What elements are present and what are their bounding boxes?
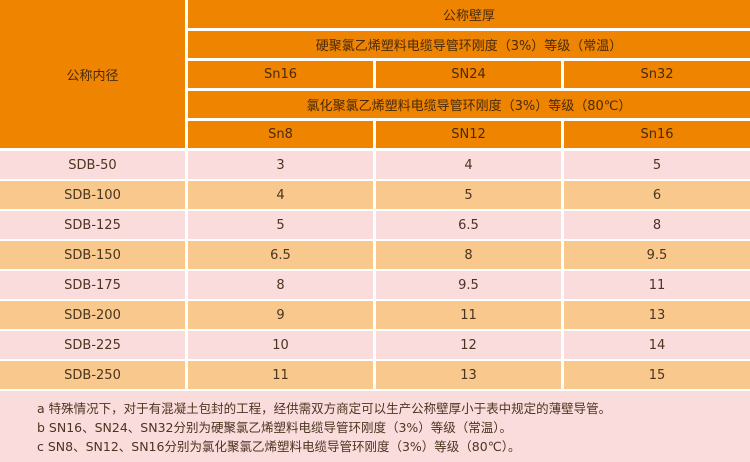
note-a: a 特殊情况下，对于有混凝土包封的工程，经供需双方商定可以生产公称壁厚小于表中规…	[37, 401, 612, 416]
row-label: SDB-225	[0, 331, 185, 359]
table-cell: 12	[376, 331, 561, 359]
table-cell: 11	[564, 271, 750, 299]
table-cell: 8	[564, 211, 750, 239]
header-col: Sn8	[188, 121, 373, 148]
table-cell: 11	[376, 301, 561, 329]
table-cell: 4	[188, 181, 373, 209]
table-cell: 5	[376, 181, 561, 209]
table-cell: 5	[564, 151, 750, 179]
header-group2: 氯化聚氯乙烯塑料电缆导管环刚度（3%）等级（80℃）	[188, 91, 750, 118]
table-cell: 13	[564, 301, 750, 329]
table-cell: 8	[188, 271, 373, 299]
row-label: SDB-150	[0, 241, 185, 269]
table-cell: 13	[376, 361, 561, 389]
note-b: b SN16、SN24、SN32分别为硬聚氯乙烯塑料电缆导管环刚度（3%）等级（…	[37, 420, 513, 435]
table-cell: 6	[564, 181, 750, 209]
table-cell: 15	[564, 361, 750, 389]
table-cell: 6.5	[188, 241, 373, 269]
table-cell: 3	[188, 151, 373, 179]
table-cell: 6.5	[376, 211, 561, 239]
table-cell: 14	[564, 331, 750, 359]
table-cell: 9	[188, 301, 373, 329]
table-cell: 10	[188, 331, 373, 359]
header-nominal-diameter: 公称内径	[0, 0, 185, 148]
row-label: SDB-250	[0, 361, 185, 389]
note-c: c SN8、SN12、SN16分别为氯化聚氯乙烯塑料电缆导管环刚度（3%）等级（…	[37, 439, 521, 454]
header-col: SN12	[376, 121, 561, 148]
row-label: SDB-50	[0, 151, 185, 179]
table-cell: 9.5	[564, 241, 750, 269]
header-col: Sn32	[564, 61, 750, 88]
table-cell: 5	[188, 211, 373, 239]
row-label: SDB-100	[0, 181, 185, 209]
table-cell: 11	[188, 361, 373, 389]
notes: a 特殊情况下，对于有混凝土包封的工程，经供需双方商定可以生产公称壁厚小于表中规…	[0, 391, 750, 462]
header-wall-thickness: 公称壁厚	[188, 0, 750, 28]
header-col: SN24	[376, 61, 561, 88]
row-label: SDB-125	[0, 211, 185, 239]
table-cell: 4	[376, 151, 561, 179]
header-group1: 硬聚氯乙烯塑料电缆导管环刚度（3%）等级（常温）	[188, 31, 750, 58]
header-col: Sn16	[188, 61, 373, 88]
header-col: Sn16	[564, 121, 750, 148]
table-cell: 8	[376, 241, 561, 269]
row-label: SDB-200	[0, 301, 185, 329]
table-cell: 9.5	[376, 271, 561, 299]
row-label: SDB-175	[0, 271, 185, 299]
